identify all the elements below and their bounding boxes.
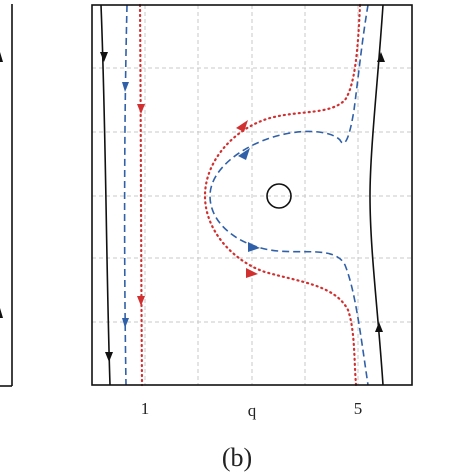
x-tick-label: 5 [354, 399, 363, 418]
trajectories [100, 3, 385, 387]
x-tick-label: 1 [141, 399, 150, 418]
left-panel [0, 4, 13, 387]
panel-label: (b) [222, 443, 252, 472]
plot-frame [91, 4, 413, 386]
x-axis-label: q [248, 401, 257, 420]
